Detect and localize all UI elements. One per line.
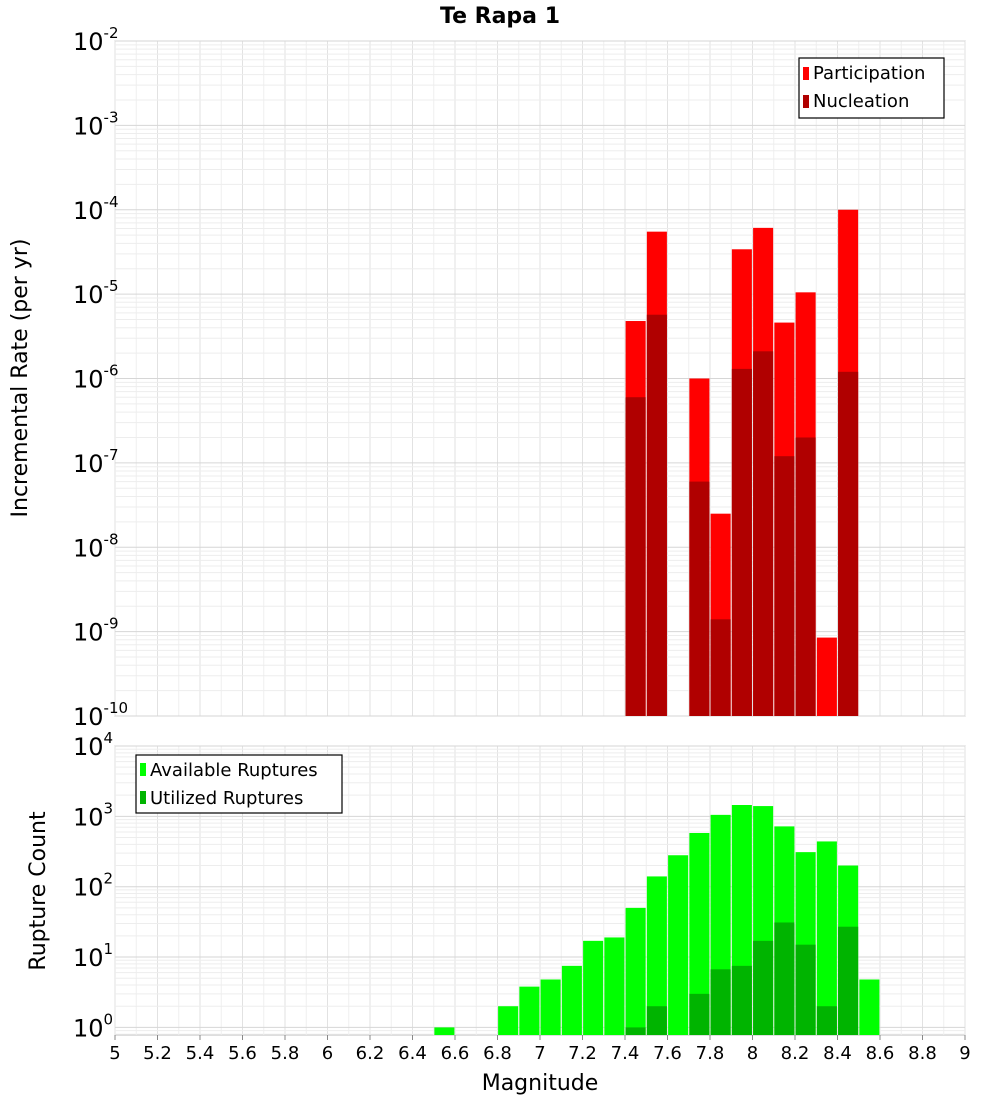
rate-legend-box [798, 57, 945, 119]
count-y-tick-label: 101 [73, 940, 113, 972]
x-tick-label: 6.4 [398, 1043, 427, 1064]
count-bar-available-ruptures-7.55 [646, 876, 667, 1035]
x-tick-label: 5.2 [143, 1043, 172, 1064]
x-tick-label: 6.2 [356, 1043, 385, 1064]
count-bar-available-ruptures-8.35 [816, 841, 837, 1035]
nucleation-legend-label: Nucleation [813, 91, 909, 112]
count-bar-utilized-ruptures-8.45 [838, 926, 859, 1035]
count-bar-available-ruptures-6.85 [498, 1006, 519, 1035]
x-tick-label: 6.6 [441, 1043, 470, 1064]
x-tick-label: 8.2 [781, 1043, 810, 1064]
count-bar-available-ruptures-7.05 [540, 979, 561, 1035]
x-axis-title: Magnitude [482, 1071, 599, 1096]
rate-y-tick-label: 10-6 [73, 362, 119, 394]
rate-bar-nucleation-7.45 [625, 397, 646, 716]
count-bar-available-ruptures-7.75 [689, 832, 710, 1035]
count-y-axis-title: Rupture Count [26, 811, 51, 971]
x-tick-label: 5.8 [271, 1043, 300, 1064]
count-bars [434, 804, 880, 1035]
count-bar-utilized-ruptures-7.95 [731, 965, 752, 1035]
x-tick-label: 8.6 [866, 1043, 895, 1064]
count-bar-available-ruptures-6.55 [434, 1027, 455, 1035]
rate-y-ticks: 10-2 10-3 10-4 10-5 10-6 10-7 10-8 10-9 10-10 [73, 24, 128, 731]
utilized-legend-label: Utilized Ruptures [150, 788, 303, 809]
participation-legend-label: Participation [813, 63, 925, 84]
magnitude-x-ticks: 5 5.2 5.4 5.6 5.8 6 6.2 6.4 6.6 6.8 7 7.2 7.4 7.6 7.8 8… [109, 1035, 971, 1064]
x-tick-label: 9 [959, 1043, 970, 1064]
count-bar-available-ruptures-6.95 [519, 986, 540, 1035]
rate-legend: Participation Nucleation [798, 57, 945, 119]
rate-bar-nucleation-7.95 [731, 368, 752, 716]
utilized-legend-swatch [140, 791, 146, 804]
count-legend: Available Ruptures Utilized Ruptures [135, 754, 343, 814]
count-bar-available-ruptures-8.55 [859, 979, 880, 1035]
x-tick-label: 8 [747, 1043, 758, 1064]
x-tick-label: 7.6 [653, 1043, 682, 1064]
count-y-tick-label: 100 [73, 1010, 113, 1042]
rate-bar-nucleation-8.25 [795, 437, 816, 716]
rate-y-tick-label: 10-3 [73, 108, 119, 140]
x-tick-label: 8.4 [823, 1043, 852, 1064]
rate-bars [625, 209, 859, 716]
count-bar-available-ruptures-7.65 [668, 855, 689, 1035]
rate-bar-nucleation-8.45 [838, 371, 859, 716]
count-bar-utilized-ruptures-7.55 [646, 1006, 667, 1035]
count-legend-box [135, 754, 343, 814]
x-tick-label: 7.4 [611, 1043, 640, 1064]
rate-y-tick-label: 10-7 [73, 446, 119, 478]
rate-gridlines [114, 40, 966, 717]
x-tick-label: 8.8 [908, 1043, 937, 1064]
rate-y-tick-label: 10-2 [73, 24, 119, 56]
count-y-tick-label: 103 [73, 799, 113, 831]
x-tick-label: 7.2 [568, 1043, 597, 1064]
participation-legend-swatch [803, 67, 809, 80]
count-bar-available-ruptures-7.25 [583, 940, 604, 1035]
chart-title: Te Rapa 1 [440, 4, 560, 29]
rate-bar-nucleation-7.55 [646, 314, 667, 716]
rate-bar-nucleation-8.15 [774, 456, 795, 716]
rate-y-axis-title: Incremental Rate (per yr) [8, 239, 33, 518]
count-bar-available-ruptures-7.45 [625, 907, 646, 1035]
nucleation-legend-swatch [803, 95, 809, 108]
rate-y-tick-label: 10-5 [73, 277, 119, 309]
count-bar-utilized-ruptures-8.25 [795, 944, 816, 1035]
count-bar-utilized-ruptures-8.35 [816, 1006, 837, 1035]
rate-y-tick-label: 10-8 [73, 530, 119, 562]
available-legend-swatch [140, 763, 146, 776]
count-panel: 104 103 102 101 100 5 5.2 5.4 5.6 5.8 6 6.2 6.4 6.6 6… [26, 729, 971, 1096]
rate-y-tick-label: 10-10 [73, 699, 128, 731]
count-bar-utilized-ruptures-8.15 [774, 922, 795, 1035]
available-legend-label: Available Ruptures [150, 760, 318, 781]
x-tick-label: 6 [322, 1043, 333, 1064]
rate-bar-nucleation-7.75 [689, 481, 710, 716]
count-bar-utilized-ruptures-8.05 [753, 940, 774, 1035]
rate-y-tick-label: 10-4 [73, 193, 119, 225]
count-y-tick-label: 102 [73, 870, 113, 902]
count-y-tick-label: 104 [73, 729, 113, 761]
rate-bar-nucleation-8.05 [753, 351, 774, 716]
count-bar-utilized-ruptures-7.45 [625, 1027, 646, 1035]
rate-bar-nucleation-7.85 [710, 619, 731, 716]
x-tick-label: 6.8 [483, 1043, 512, 1064]
count-y-ticks: 104 103 102 101 100 [73, 729, 113, 1042]
x-tick-label: 5.6 [228, 1043, 257, 1064]
x-tick-label: 7.8 [696, 1043, 725, 1064]
count-bar-available-ruptures-7.35 [604, 937, 625, 1035]
count-bar-available-ruptures-7.15 [561, 965, 582, 1035]
count-bar-utilized-ruptures-7.75 [689, 993, 710, 1035]
rate-panel: 10-2 10-3 10-4 10-5 10-6 10-7 10-8 10-9 10-10 In… [8, 24, 966, 731]
rate-y-tick-label: 10-9 [73, 615, 119, 647]
x-tick-label: 5 [109, 1043, 120, 1064]
rate-bar-participation-8.35 [816, 637, 837, 716]
x-tick-label: 7 [534, 1043, 545, 1064]
x-tick-label: 5.4 [186, 1043, 215, 1064]
count-bar-utilized-ruptures-7.85 [710, 969, 731, 1035]
